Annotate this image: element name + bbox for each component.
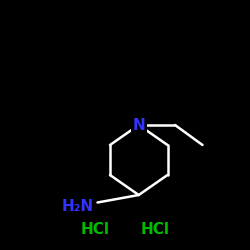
Text: HCl: HCl	[80, 222, 110, 238]
Text: H₂N: H₂N	[62, 199, 94, 214]
Text: N: N	[132, 118, 145, 132]
Text: HCl: HCl	[140, 222, 170, 238]
